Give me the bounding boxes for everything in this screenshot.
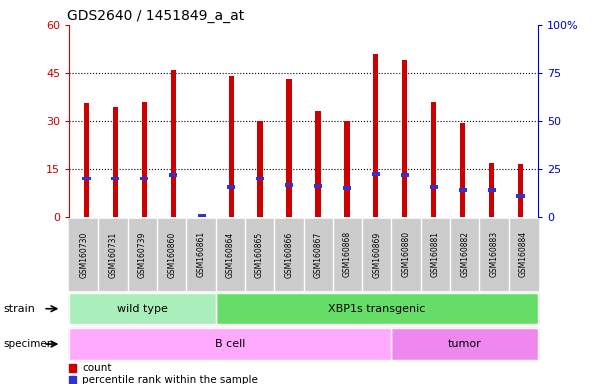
Bar: [430, 185, 438, 189]
Bar: [372, 172, 380, 176]
Bar: [256, 177, 264, 180]
Bar: [516, 194, 525, 198]
Text: tumor: tumor: [448, 339, 481, 349]
Text: strain: strain: [3, 304, 35, 314]
Bar: [228, 76, 234, 217]
Text: XBP1s transgenic: XBP1s transgenic: [328, 304, 426, 314]
Text: GSM160860: GSM160860: [167, 231, 176, 278]
Bar: [287, 79, 291, 217]
Bar: [227, 185, 235, 189]
Text: GSM160883: GSM160883: [489, 231, 498, 278]
Bar: [142, 102, 147, 217]
Bar: [343, 186, 351, 190]
Bar: [140, 177, 148, 180]
Bar: [489, 162, 494, 217]
Text: GSM160869: GSM160869: [372, 231, 381, 278]
Text: GSM160880: GSM160880: [401, 231, 410, 278]
Bar: [316, 111, 320, 217]
Text: GSM160866: GSM160866: [284, 231, 293, 278]
Text: wild type: wild type: [117, 304, 168, 314]
Text: GSM160868: GSM160868: [343, 231, 352, 278]
Bar: [82, 177, 91, 180]
Bar: [459, 188, 467, 192]
Text: GSM160867: GSM160867: [314, 231, 323, 278]
Bar: [257, 121, 263, 217]
Text: GSM160882: GSM160882: [460, 232, 469, 277]
Bar: [200, 216, 205, 217]
Bar: [487, 188, 496, 192]
Text: GSM160730: GSM160730: [79, 231, 88, 278]
Text: B cell: B cell: [215, 339, 245, 349]
Bar: [84, 103, 89, 217]
Bar: [169, 173, 177, 177]
Bar: [198, 214, 206, 218]
Text: GSM160864: GSM160864: [226, 231, 235, 278]
Bar: [402, 60, 407, 217]
Text: GSM160865: GSM160865: [255, 231, 264, 278]
Text: GDS2640 / 1451849_a_at: GDS2640 / 1451849_a_at: [67, 8, 244, 23]
Text: GSM160731: GSM160731: [109, 231, 118, 278]
Bar: [460, 122, 465, 217]
Bar: [401, 173, 409, 177]
Bar: [431, 102, 436, 217]
Bar: [111, 177, 120, 180]
Bar: [373, 54, 379, 217]
Text: GSM160739: GSM160739: [138, 231, 147, 278]
Text: GSM160881: GSM160881: [431, 232, 440, 277]
Text: percentile rank within the sample: percentile rank within the sample: [82, 375, 258, 384]
Text: count: count: [82, 363, 112, 373]
Bar: [113, 107, 118, 217]
Bar: [171, 70, 176, 217]
Bar: [314, 184, 322, 188]
Bar: [285, 184, 293, 187]
Text: GSM160861: GSM160861: [197, 231, 206, 278]
Text: specimen: specimen: [3, 339, 53, 349]
Bar: [344, 121, 350, 217]
Bar: [518, 164, 523, 217]
Text: GSM160884: GSM160884: [519, 231, 528, 278]
